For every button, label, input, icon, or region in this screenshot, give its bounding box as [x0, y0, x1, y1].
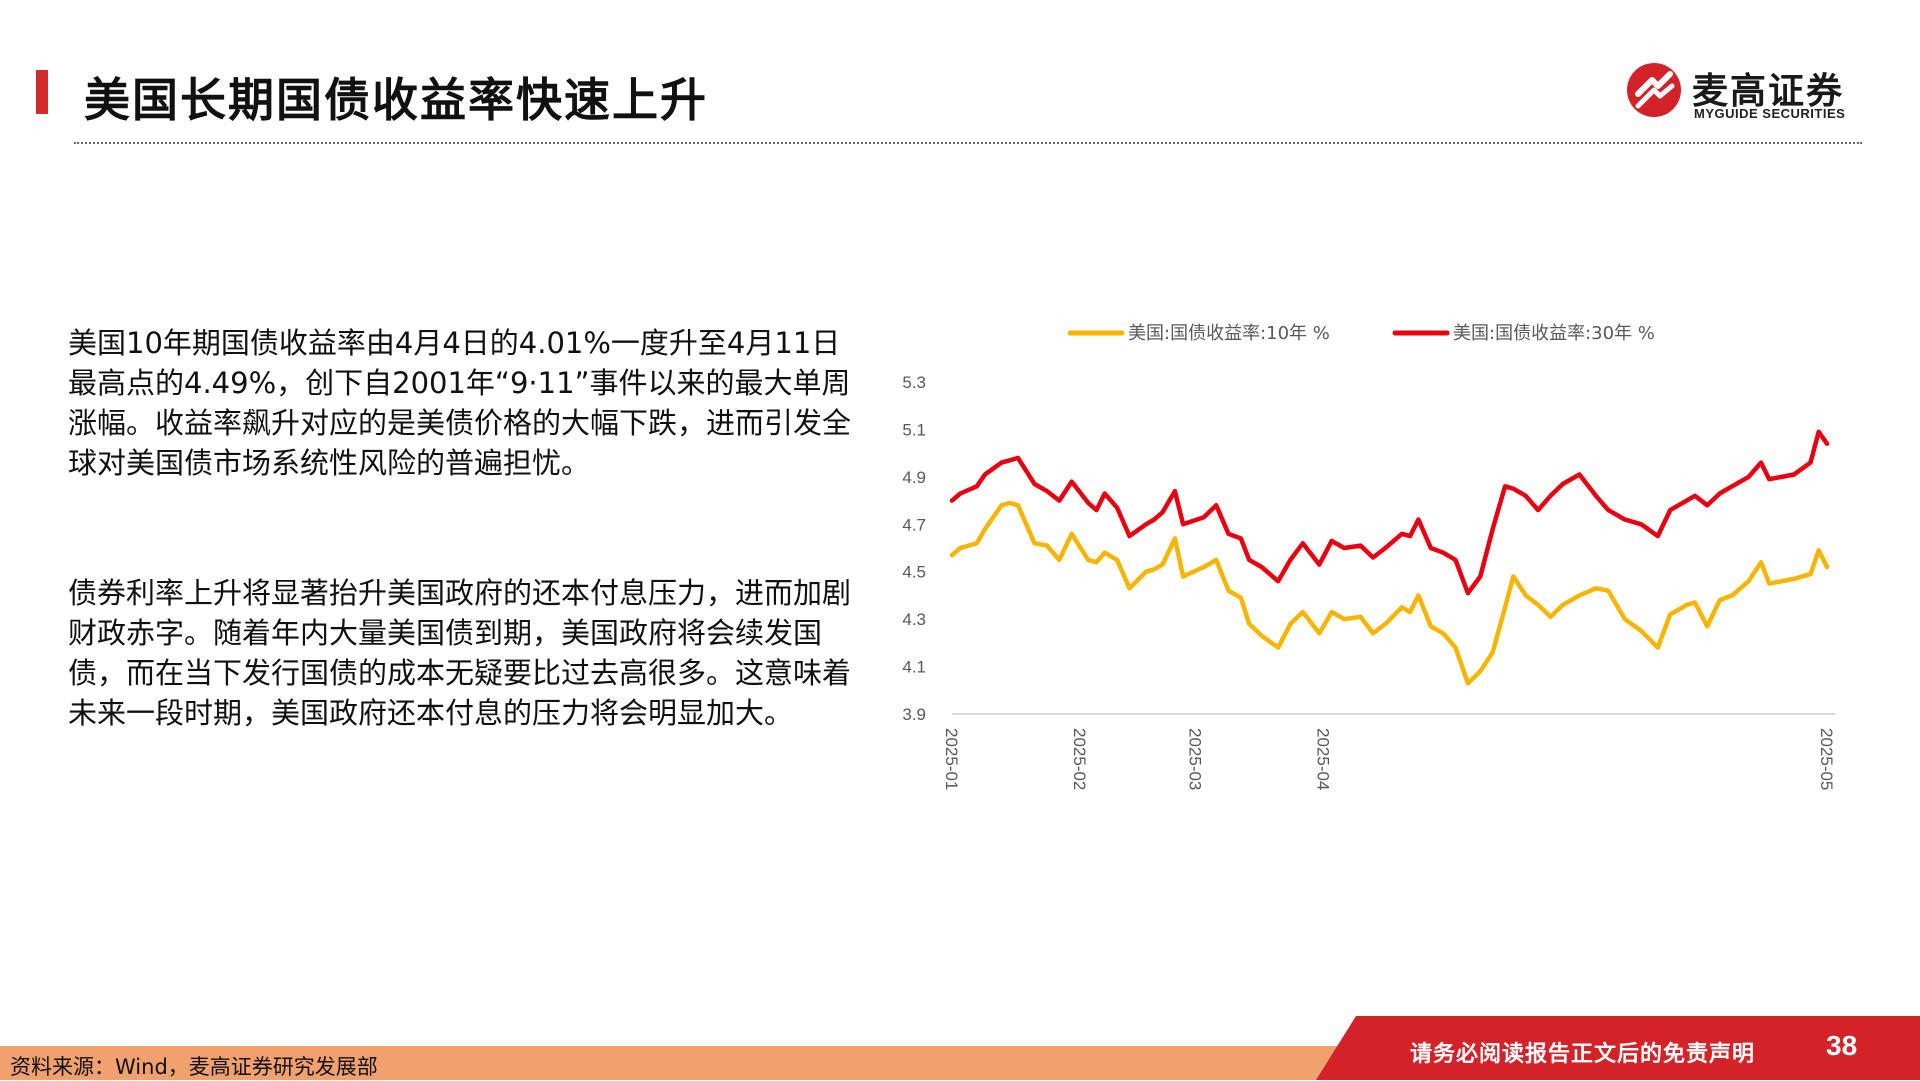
x-tick-label: 2025-01 — [942, 728, 961, 790]
logo-name-en: MYGUIDE SECURITIES — [1694, 106, 1846, 121]
page-number: 38 — [1826, 1030, 1858, 1061]
y-tick-label: 5.1 — [902, 420, 926, 439]
y-tick-label: 4.3 — [902, 610, 926, 629]
legend-label: 美国:国债收益率:10年 % — [1128, 323, 1330, 344]
x-tick-label: 2025-02 — [1070, 728, 1089, 790]
yield-line-chart: 5.3 5.1 4.9 4.7 4.5 4.3 4.1 3.9 2025-01 2025-02 20… — [902, 323, 1836, 790]
y-tick-label: 4.9 — [902, 468, 926, 487]
source-note: 资料来源：Wind，麦高证券研究发展部 — [10, 1055, 378, 1079]
y-tick-label: 3.9 — [902, 705, 926, 724]
header-divider — [74, 142, 1862, 144]
logo-name-cn: 麦高证券 — [1692, 71, 1845, 112]
x-tick-label: 2025-03 — [1186, 728, 1205, 790]
logo-mark-icon — [1627, 63, 1681, 117]
body-paragraph-1: 美国10年期国债收益率由4月4日的4.01%一度升至4月11日最高点的4.49%… — [68, 326, 852, 480]
y-tick-label: 4.1 — [902, 658, 926, 677]
y-tick-label: 5.3 — [902, 373, 926, 392]
title-accent-bar — [36, 70, 48, 114]
footer-disclaimer-bar — [1316, 1016, 1920, 1080]
series-line-10y — [949, 500, 1830, 686]
x-tick-label: 2025-05 — [1817, 728, 1836, 790]
series-line-30y — [949, 429, 1830, 596]
x-tick-label: 2025-04 — [1313, 728, 1332, 790]
y-tick-label: 4.7 — [902, 515, 926, 534]
disclaimer-link[interactable]: 请务必阅读报告正文后的免责声明 — [1410, 1042, 1756, 1067]
y-tick-label: 4.5 — [902, 563, 926, 582]
body-paragraph-2: 债券利率上升将显著抬升美国政府的还本付息压力，进而加剧财政赤字。随着年内大量美国… — [68, 576, 852, 730]
legend-label: 美国:国债收益率:30年 % — [1453, 323, 1655, 344]
page-title: 美国长期国债收益率快速上升 — [84, 73, 708, 127]
brand-logo: 麦高证券 MYGUIDE SECURITIES — [1624, 60, 1874, 130]
